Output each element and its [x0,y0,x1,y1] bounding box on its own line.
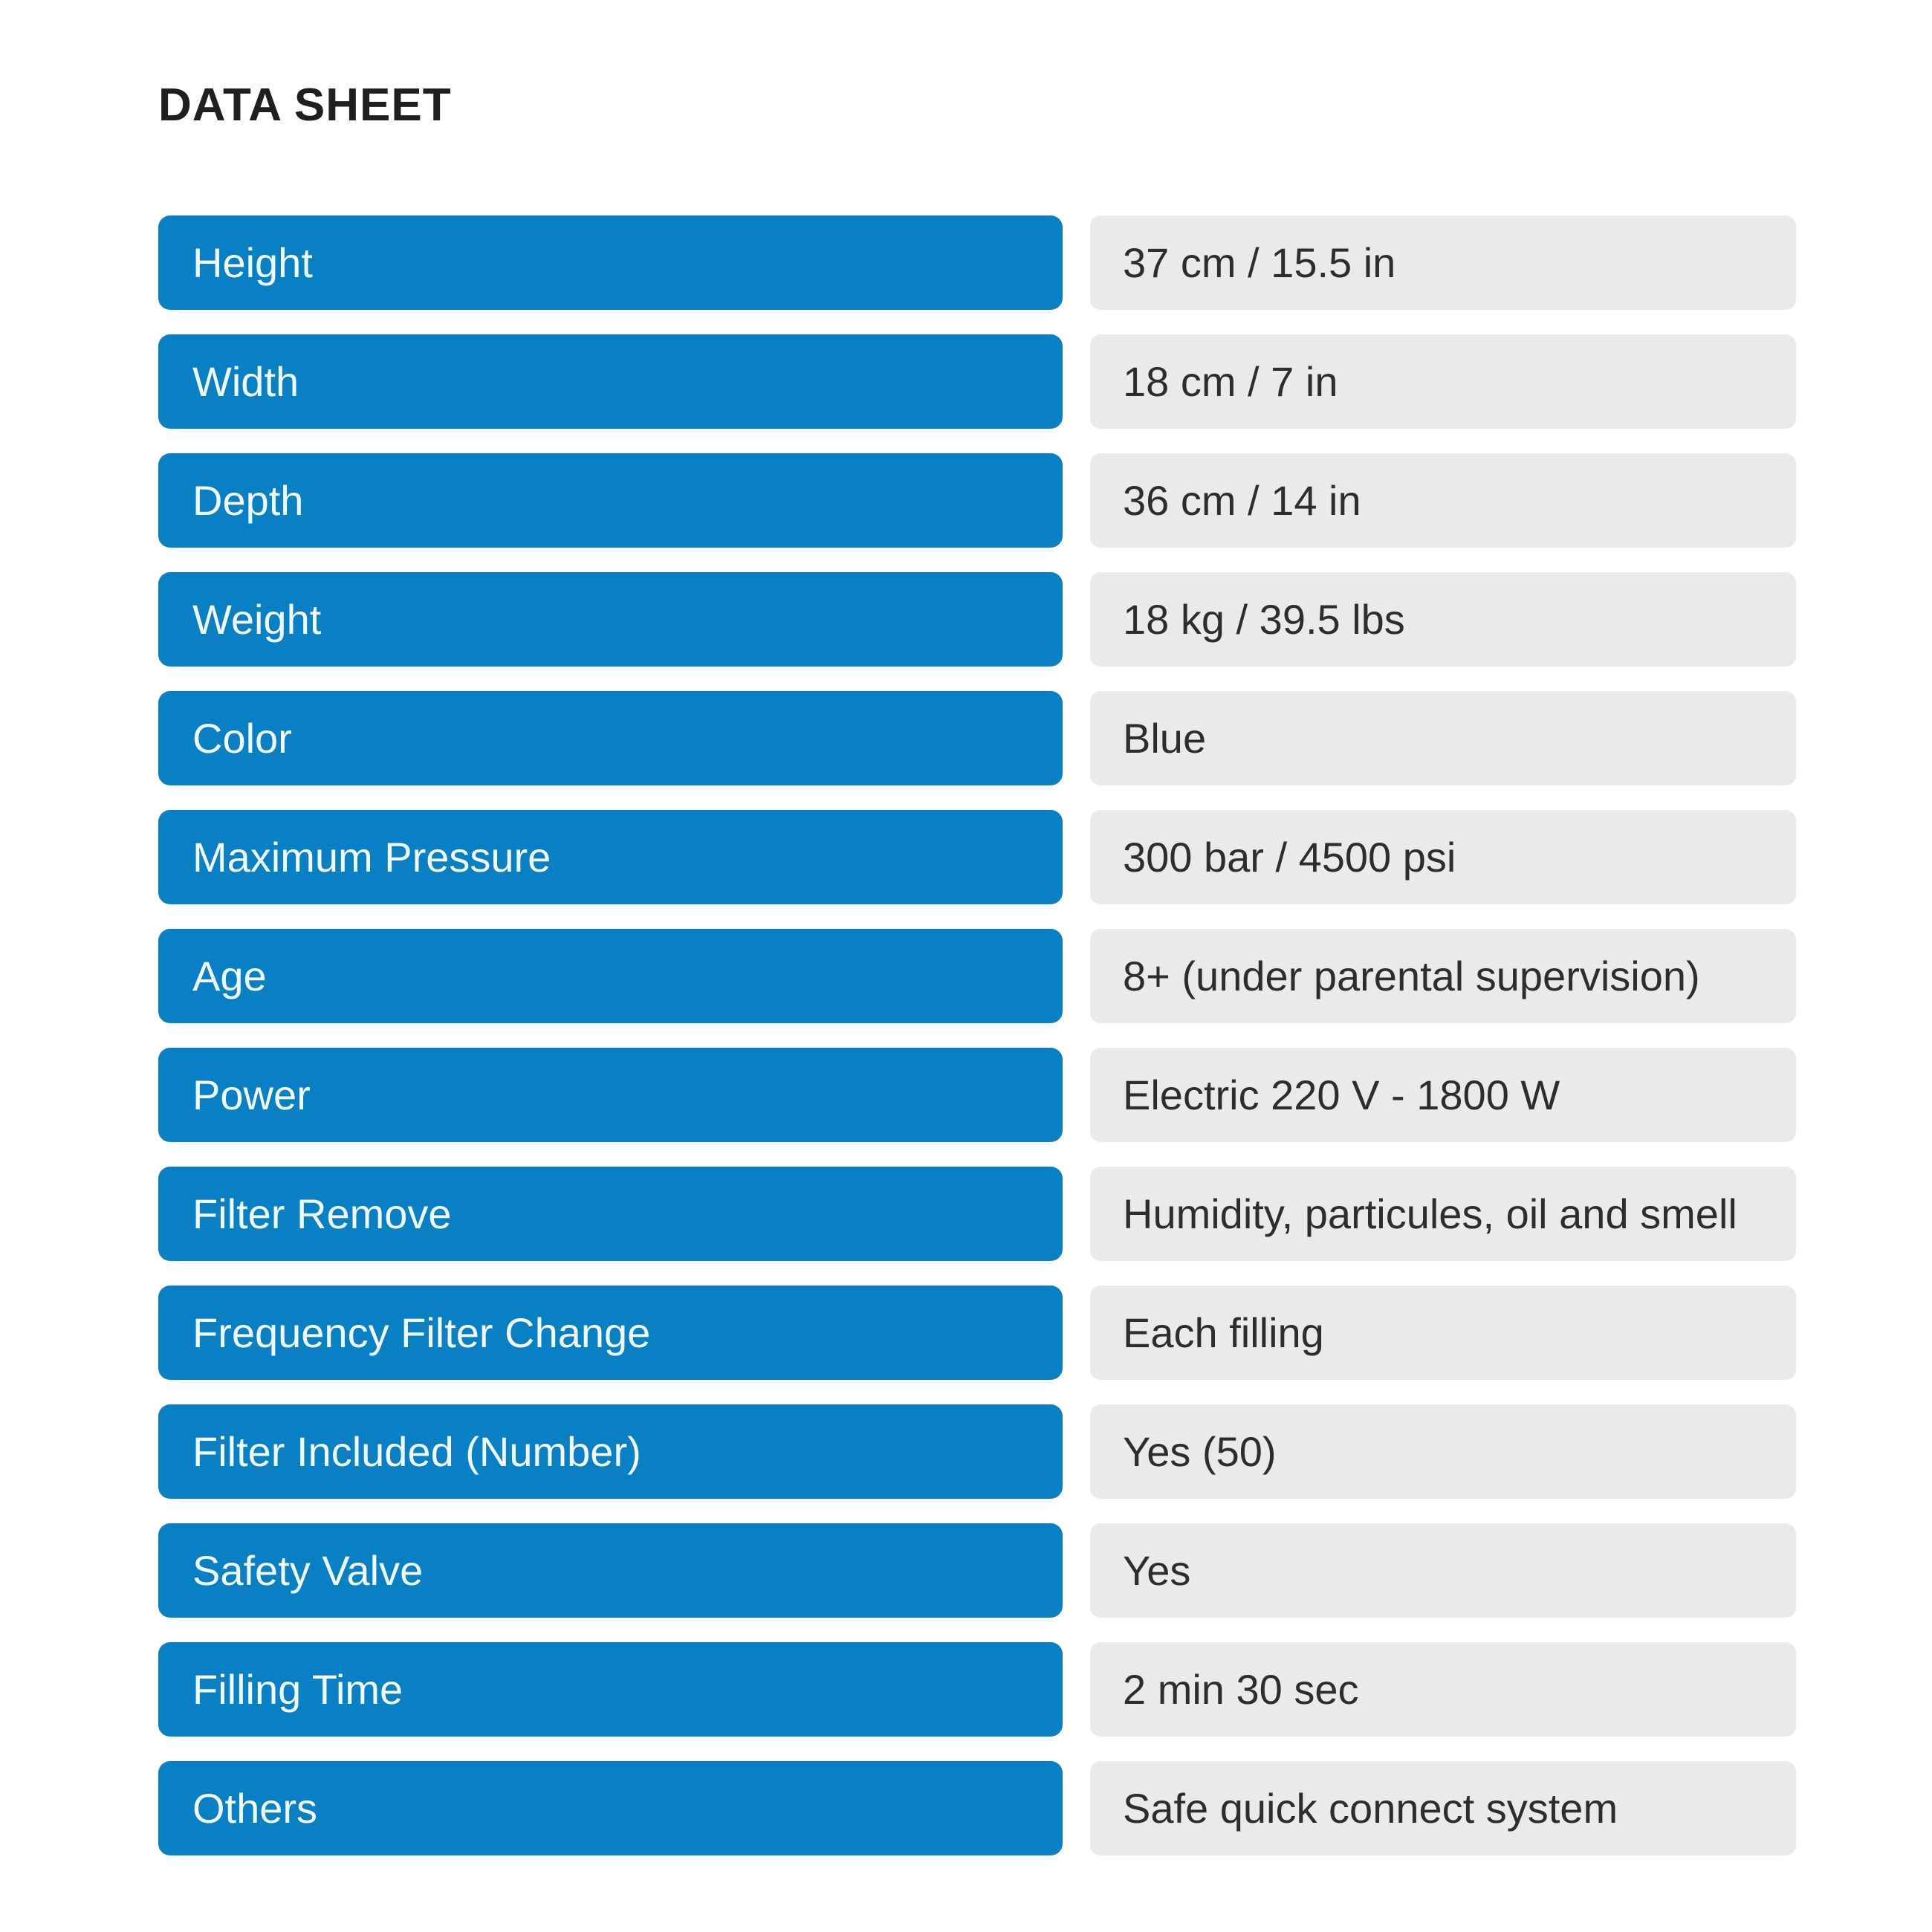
spec-value: Blue [1090,691,1796,785]
spec-label: Frequency Filter Change [158,1286,1063,1380]
spec-value: Humidity, particules, oil and smell [1090,1167,1796,1261]
spec-label: Depth [158,453,1063,548]
spec-table: Height 37 cm / 15.5 in Width 18 cm / 7 i… [158,215,1796,1855]
spec-value: 8+ (under parental supervision) [1090,929,1796,1023]
spec-row: Weight 18 kg / 39.5 lbs [158,572,1796,667]
spec-value: Each filling [1090,1286,1796,1380]
spec-row: Safety Valve Yes [158,1523,1796,1618]
spec-label: Maximum Pressure [158,810,1063,904]
spec-label: Filter Remove [158,1167,1063,1261]
spec-row: Filter Remove Humidity, particules, oil … [158,1167,1796,1261]
spec-value: 300 bar / 4500 psi [1090,810,1796,904]
spec-value: Yes [1090,1523,1796,1618]
spec-value: Yes (50) [1090,1404,1796,1499]
spec-row: Frequency Filter Change Each filling [158,1286,1796,1380]
spec-row: Filling Time 2 min 30 sec [158,1642,1796,1737]
spec-row: Height 37 cm / 15.5 in [158,215,1796,310]
spec-row: Maximum Pressure 300 bar / 4500 psi [158,810,1796,904]
spec-label: Power [158,1048,1063,1142]
spec-label: Width [158,334,1063,429]
spec-label: Filling Time [158,1642,1063,1737]
spec-row: Power Electric 220 V - 1800 W [158,1048,1796,1142]
spec-value: 36 cm / 14 in [1090,453,1796,548]
page-title: DATA SHEET [158,80,452,131]
spec-label: Filter Included (Number) [158,1404,1063,1499]
spec-value: 18 kg / 39.5 lbs [1090,572,1796,667]
spec-label: Weight [158,572,1063,667]
spec-value: 37 cm / 15.5 in [1090,215,1796,310]
spec-value: 2 min 30 sec [1090,1642,1796,1737]
spec-label: Color [158,691,1063,785]
spec-row: Width 18 cm / 7 in [158,334,1796,429]
spec-row: Depth 36 cm / 14 in [158,453,1796,548]
spec-row: Others Safe quick connect system [158,1761,1796,1855]
spec-value: 18 cm / 7 in [1090,334,1796,429]
spec-label: Age [158,929,1063,1023]
spec-value: Electric 220 V - 1800 W [1090,1048,1796,1142]
spec-label: Others [158,1761,1063,1855]
spec-row: Filter Included (Number) Yes (50) [158,1404,1796,1499]
spec-label: Safety Valve [158,1523,1063,1618]
spec-row: Age 8+ (under parental supervision) [158,929,1796,1023]
spec-row: Color Blue [158,691,1796,785]
spec-value: Safe quick connect system [1090,1761,1796,1855]
spec-label: Height [158,215,1063,310]
